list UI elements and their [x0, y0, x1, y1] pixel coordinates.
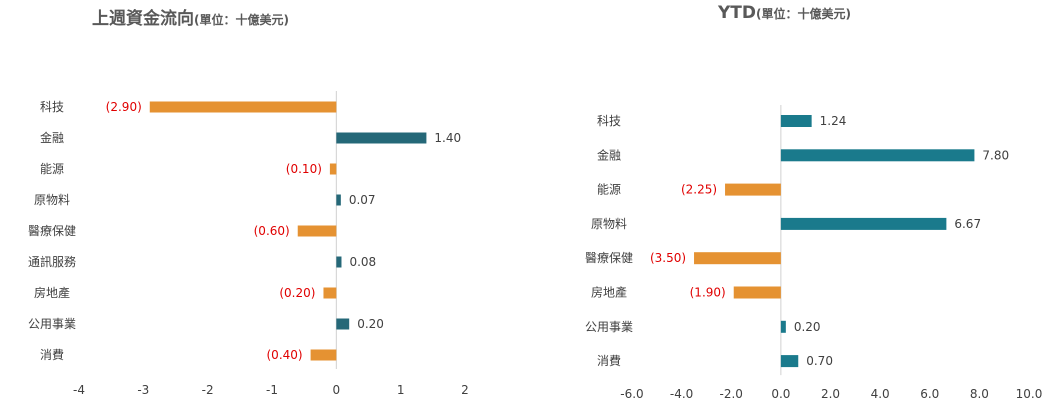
weekly-x-tick-label: 0 [333, 383, 341, 397]
ytd-x-tick-label: 10.0 [1016, 387, 1043, 401]
weekly-category-label: 公用事業 [28, 317, 76, 331]
ytd-bar [780, 149, 975, 162]
weekly-data-label: (0.40) [267, 348, 303, 362]
ytd-x-tick-label: 0.0 [771, 387, 790, 401]
ytd-data-label: (3.50) [650, 251, 686, 265]
weekly-data-label: (0.10) [286, 162, 322, 176]
weekly-bar [336, 318, 350, 330]
ytd-bar [725, 183, 781, 196]
ytd-bar [780, 355, 799, 368]
ytd-data-label: 1.24 [820, 114, 847, 128]
weekly-x-tick-label: -4 [73, 383, 85, 397]
weekly-category-label: 科技 [40, 100, 64, 114]
ytd-category-label: 公用事業 [585, 320, 633, 334]
ytd-category-label: 科技 [597, 114, 621, 128]
weekly-category-label: 金融 [40, 130, 64, 145]
weekly-x-tick-label: -1 [266, 383, 278, 397]
weekly-x-tick-label: 2 [461, 383, 469, 397]
ytd-category-label: 原物料 [591, 217, 627, 231]
ytd-bar [733, 286, 781, 299]
weekly-data-label: 1.40 [434, 131, 461, 145]
ytd-x-tick-label: -6.0 [620, 387, 643, 401]
weekly-chart-title-text: 上週資金流向 [92, 9, 194, 29]
weekly-category-label: 原物料 [34, 193, 70, 207]
weekly-bar [329, 163, 337, 175]
ytd-category-label: 房地產 [591, 285, 627, 300]
ytd-data-label: 0.20 [794, 320, 821, 334]
weekly-data-label: (2.90) [106, 100, 142, 114]
weekly-bar [336, 256, 342, 268]
weekly-bar [323, 287, 337, 299]
ytd-bar [780, 320, 786, 333]
weekly-data-label: 0.20 [357, 317, 384, 331]
ytd-category-label: 消費 [597, 353, 621, 368]
weekly-bar [336, 194, 341, 206]
weekly-x-tick-label: -3 [137, 383, 149, 397]
ytd-x-tick-label: 8.0 [970, 387, 989, 401]
ytd-category-label: 能源 [597, 183, 621, 197]
ytd-chart-title-text: YTD [718, 3, 757, 23]
weekly-data-label: 0.08 [349, 255, 376, 269]
weekly-x-tick-label: -2 [202, 383, 214, 397]
weekly-x-tick-label: 1 [397, 383, 405, 397]
ytd-x-tick-label: 2.0 [821, 387, 840, 401]
ytd-data-label: 0.70 [806, 354, 833, 368]
weekly-category-label: 消費 [40, 347, 64, 362]
weekly-chart-unit: (單位：十億美元) [194, 13, 289, 27]
ytd-bar [780, 217, 947, 230]
ytd-category-label: 金融 [597, 147, 621, 162]
ytd-bar [780, 115, 812, 127]
ytd-x-tick-label: 4.0 [871, 387, 890, 401]
weekly-chart-title: 上週資金流向(單位：十億美元) [92, 4, 289, 29]
ytd-data-label: 7.80 [982, 148, 1009, 162]
ytd-bar [694, 252, 781, 265]
weekly-category-label: 能源 [40, 162, 64, 176]
weekly-bar [297, 225, 337, 237]
ytd-data-label: 6.67 [954, 217, 981, 231]
ytd-chart-title: YTD(單位：十億美元) [718, 3, 851, 23]
weekly-bar [336, 132, 427, 144]
ytd-x-tick-label: 6.0 [920, 387, 939, 401]
ytd-x-tick-label: -2.0 [720, 387, 743, 401]
weekly-bar [310, 349, 337, 361]
ytd-data-label: (2.25) [681, 183, 717, 197]
weekly-data-label: (0.60) [254, 224, 290, 238]
ytd-x-tick-label: -4.0 [670, 387, 693, 401]
weekly-category-label: 房地產 [34, 285, 70, 300]
weekly-data-label: (0.20) [279, 286, 315, 300]
ytd-chart-unit: (單位：十億美元) [756, 7, 852, 21]
weekly-category-label: 通訊服務 [28, 254, 76, 269]
weekly-bar [149, 101, 337, 113]
weekly-data-label: 0.07 [349, 193, 376, 207]
weekly-category-label: 醫療保健 [28, 224, 76, 238]
ytd-data-label: (1.90) [690, 286, 726, 300]
ytd-category-label: 醫療保健 [585, 251, 633, 265]
